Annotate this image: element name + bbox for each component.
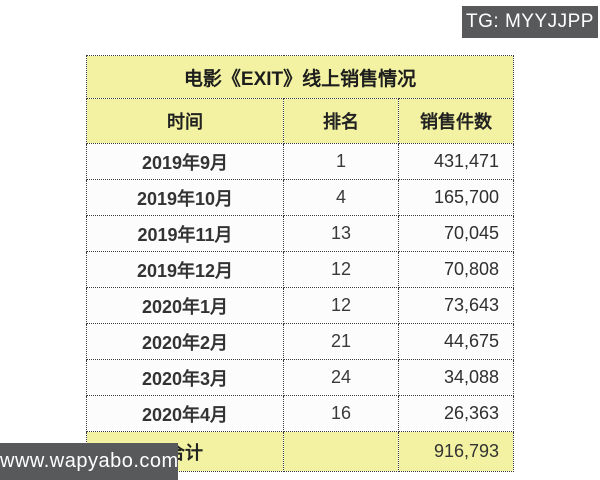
table-row: 2019年9月 1 431,471 xyxy=(86,143,515,180)
sales-cell: 165,700 xyxy=(397,179,515,216)
total-sales-cell: 916,793 xyxy=(397,431,515,472)
rank-cell: 12 xyxy=(283,287,399,324)
sales-cell: 44,675 xyxy=(397,323,515,360)
sales-cell: 70,808 xyxy=(397,251,515,288)
time-cell: 2020年3月 xyxy=(86,359,284,396)
time-cell: 2020年4月 xyxy=(86,395,284,432)
total-label-cell: 合计 xyxy=(86,431,284,472)
time-cell: 2019年10月 xyxy=(86,179,284,216)
table-row: 2020年4月 16 26,363 xyxy=(86,395,515,432)
rank-cell: 13 xyxy=(283,215,399,252)
sales-table: 电影《EXIT》线上销售情况 时间 排名 销售件数 2019年9月 1 431,… xyxy=(85,55,515,472)
table-row: 2019年10月 4 165,700 xyxy=(86,179,515,216)
rank-cell: 4 xyxy=(283,179,399,216)
rank-cell: 16 xyxy=(283,395,399,432)
time-cell: 2020年2月 xyxy=(86,323,284,360)
sales-cell: 431,471 xyxy=(397,143,515,180)
table-title: 电影《EXIT》线上销售情况 xyxy=(85,55,515,99)
column-header-sales: 销售件数 xyxy=(397,98,515,144)
sales-cell: 26,363 xyxy=(397,395,515,432)
table-header-row: 时间 排名 销售件数 xyxy=(86,98,515,144)
website-watermark-badge: www.wapyabo.com xyxy=(0,443,178,480)
telegram-watermark-badge: TG: MYYJJPP xyxy=(462,6,598,38)
sales-cell: 70,045 xyxy=(397,215,515,252)
column-header-time: 时间 xyxy=(86,98,284,144)
table-row: 2020年1月 12 73,643 xyxy=(86,287,515,324)
table-row: 2020年3月 24 34,088 xyxy=(86,359,515,396)
sales-cell: 34,088 xyxy=(397,359,515,396)
sales-cell: 73,643 xyxy=(397,287,515,324)
time-cell: 2019年9月 xyxy=(86,143,284,180)
time-cell: 2019年12月 xyxy=(86,251,284,288)
column-header-rank: 排名 xyxy=(283,98,399,144)
table-row: 2019年11月 13 70,045 xyxy=(86,215,515,252)
table-row: 2019年12月 12 70,808 xyxy=(86,251,515,288)
table-row: 2020年2月 21 44,675 xyxy=(86,323,515,360)
table-title-row: 电影《EXIT》线上销售情况 xyxy=(85,55,515,99)
total-row: 合计 916,793 xyxy=(86,431,515,472)
rank-cell: 1 xyxy=(283,143,399,180)
time-cell: 2019年11月 xyxy=(86,215,284,252)
rank-cell: 21 xyxy=(283,323,399,360)
total-rank-cell xyxy=(283,431,399,472)
rank-cell: 24 xyxy=(283,359,399,396)
rank-cell: 12 xyxy=(283,251,399,288)
time-cell: 2020年1月 xyxy=(86,287,284,324)
